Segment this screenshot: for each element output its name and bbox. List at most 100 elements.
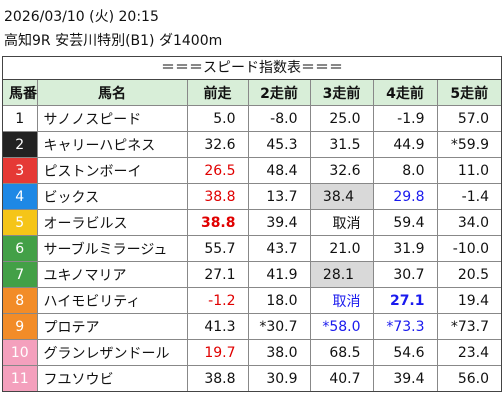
horse-name: オーラビルス — [36, 209, 188, 236]
speed-index: 56.0 — [436, 365, 501, 391]
speed-index: 39.4 — [372, 365, 438, 391]
speed-index: 39.4 — [247, 209, 311, 236]
speed-index: *59.9 — [436, 131, 501, 158]
horse-name: グランレザンドール — [36, 339, 188, 366]
speed-index: 27.1 — [186, 261, 249, 288]
speed-index: 45.3 — [247, 131, 311, 158]
column-header: 4走前 — [372, 80, 438, 106]
speed-index: -1.2 — [186, 287, 249, 314]
horse-number: 1 — [3, 105, 38, 132]
speed-index: 40.7 — [309, 365, 374, 391]
speed-index: 28.1 — [309, 261, 374, 288]
horse-number: 5 — [3, 209, 38, 236]
speed-index: 13.7 — [247, 183, 311, 210]
speed-index: 30.7 — [372, 261, 438, 288]
column-header: 前走 — [186, 80, 249, 106]
table-title: ＝＝＝スピード指数表＝＝＝ — [3, 57, 501, 80]
speed-index: -1.4 — [436, 183, 501, 210]
speed-index: 25.0 — [309, 105, 374, 132]
column-header: 馬名 — [36, 80, 188, 106]
horse-row: 9 プロテア 41.3 *30.7 *58.0 *73.3 *73.7 — [3, 313, 501, 340]
speed-index: *73.3 — [372, 313, 438, 340]
speed-index: 38.8 — [186, 209, 249, 236]
column-header: 3走前 — [309, 80, 374, 106]
speed-index: 54.6 — [372, 339, 438, 366]
table: 馬番 馬名 前走 2走前 3走前 4走前 5走前 1 サノノスピード 5.0 -8.0 25.0 -1… — [3, 80, 501, 391]
horse-name: ユキノマリア — [36, 261, 188, 288]
horse-number: 11 — [3, 365, 38, 391]
speed-index: 32.6 — [186, 131, 249, 158]
speed-index: 57.0 — [436, 105, 501, 132]
speed-index: 27.1 — [372, 287, 438, 314]
horse-number: 2 — [3, 131, 38, 158]
speed-index: 取消 — [309, 209, 374, 236]
horse-number: 6 — [3, 235, 38, 262]
column-header: 5走前 — [436, 80, 501, 106]
speed-index: 38.8 — [186, 365, 249, 391]
date: 2026/03/10 (火) 20:15 — [4, 9, 159, 25]
speed-index: 23.4 — [436, 339, 501, 366]
column-header: 馬番 — [3, 80, 38, 106]
horse-row: 5 オーラビルス 38.8 39.4 取消 59.4 34.0 — [3, 209, 501, 236]
horse-number: 7 — [3, 261, 38, 288]
horse-number: 3 — [3, 157, 38, 184]
horse-row: 7 ユキノマリア 27.1 41.9 28.1 30.7 20.5 — [3, 261, 501, 288]
speed-index: 31.5 — [309, 131, 374, 158]
horse-row: 8 ハイモビリティ -1.2 18.0 取消 27.1 19.4 — [3, 287, 501, 314]
speed-index: 38.8 — [186, 183, 249, 210]
speed-index: 43.7 — [247, 235, 311, 262]
speed-index: 68.5 — [309, 339, 374, 366]
speed-index: 55.7 — [186, 235, 249, 262]
column-header: 2走前 — [247, 80, 311, 106]
horse-row: 4 ビックス 38.8 13.7 38.4 29.8 -1.4 — [3, 183, 501, 210]
header-row: 馬番 馬名 前走 2走前 3走前 4走前 5走前 — [3, 80, 501, 106]
horse-number: 9 — [3, 313, 38, 340]
horse-number: 4 — [3, 183, 38, 210]
speed-index: 11.0 — [436, 157, 501, 184]
speed-index: 31.9 — [372, 235, 438, 262]
speed-index: 8.0 — [372, 157, 438, 184]
horse-row: 2 キャリーハピネス 32.6 45.3 31.5 44.9 *59.9 — [3, 131, 501, 158]
speed-index: 34.0 — [436, 209, 501, 236]
horse-row: 6 サーブルミラージュ 55.7 43.7 21.0 31.9 -10.0 — [3, 235, 501, 262]
speed-index: 38.0 — [247, 339, 311, 366]
speed-index: 44.9 — [372, 131, 438, 158]
speed-index: 59.4 — [372, 209, 438, 236]
horse-row: 3 ピストンボーイ 26.5 48.4 32.6 8.0 11.0 — [3, 157, 501, 184]
speed-index: *58.0 — [309, 313, 374, 340]
speed-index: 5.0 — [186, 105, 249, 132]
speed-index: 30.9 — [247, 365, 311, 391]
horse-row: 11 フユソウビ 38.8 30.9 40.7 39.4 56.0 — [3, 365, 501, 391]
horse-name: ピストンボーイ — [36, 157, 188, 184]
speed-table: ＝＝＝スピード指数表＝＝＝ 馬番 馬名 前走 2走前 3走前 4走前 5走前 1 サノノスピー… — [2, 56, 502, 392]
horse-row: 1 サノノスピード 5.0 -8.0 25.0 -1.9 57.0 — [3, 105, 501, 132]
speed-index: 18.0 — [247, 287, 311, 314]
speed-index: -1.9 — [372, 105, 438, 132]
horse-number: 8 — [3, 287, 38, 314]
speed-index: 48.4 — [247, 157, 311, 184]
speed-index: 19.7 — [186, 339, 249, 366]
horse-name: フユソウビ — [36, 365, 188, 391]
speed-index: -10.0 — [436, 235, 501, 262]
horse-name: ハイモビリティ — [36, 287, 188, 314]
speed-index: 取消 — [309, 287, 374, 314]
speed-index: 41.3 — [186, 313, 249, 340]
horse-number: 10 — [3, 339, 38, 366]
horse-name: サノノスピード — [36, 105, 188, 132]
speed-index: 38.4 — [309, 183, 374, 210]
speed-index: 20.5 — [436, 261, 501, 288]
speed-index: 21.0 — [309, 235, 374, 262]
speed-index: 26.5 — [186, 157, 249, 184]
horse-row: 10 グランレザンドール 19.7 38.0 68.5 54.6 23.4 — [3, 339, 501, 366]
horse-name: キャリーハピネス — [36, 131, 188, 158]
speed-index: *30.7 — [247, 313, 311, 340]
speed-index: 19.4 — [436, 287, 501, 314]
speed-index: 41.9 — [247, 261, 311, 288]
horse-name: サーブルミラージュ — [36, 235, 188, 262]
horse-name: プロテア — [36, 313, 188, 340]
speed-index: 29.8 — [372, 183, 438, 210]
horse-name: ビックス — [36, 183, 188, 210]
speed-index: *73.7 — [436, 313, 501, 340]
speed-index: 32.6 — [309, 157, 374, 184]
